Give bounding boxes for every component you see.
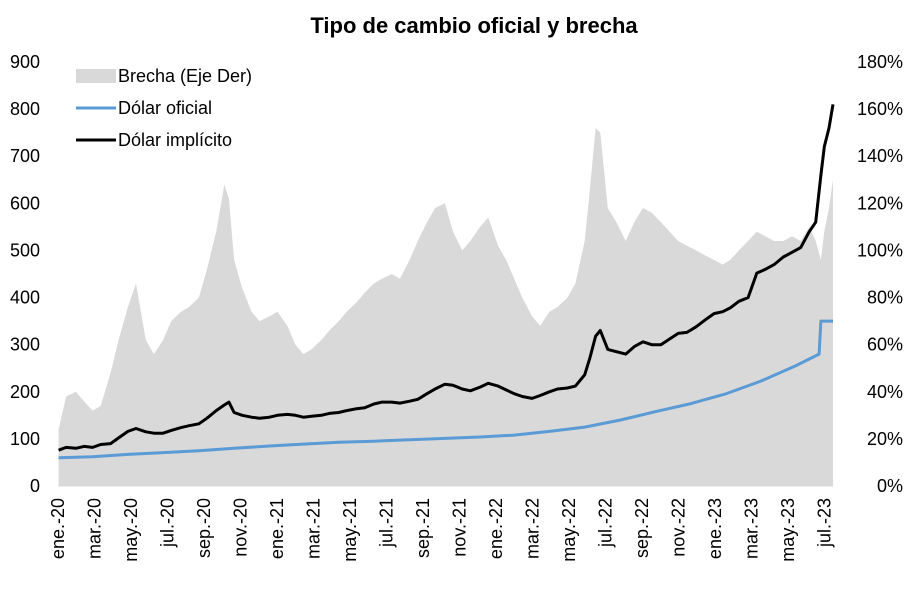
y-right-tick-label: 80% [867, 288, 903, 308]
x-tick-label: jul.-20 [158, 498, 178, 548]
y-left-tick-label: 300 [10, 335, 40, 355]
y-right-tick-label: 60% [867, 335, 903, 355]
x-tick-label: mar.-20 [85, 498, 105, 559]
y-right-tick-label: 100% [857, 240, 903, 260]
y-left-tick-label: 200 [10, 382, 40, 402]
x-tick-label: sep.-21 [413, 498, 433, 558]
y-left-tick-label: 400 [10, 288, 40, 308]
x-tick-label: may.-21 [340, 498, 360, 562]
legend-label-oficial: Dólar oficial [118, 98, 212, 118]
x-tick-label: jul.-22 [596, 498, 616, 548]
x-tick-label: ene.-20 [48, 498, 68, 559]
legend-swatch-brecha [76, 69, 116, 83]
y-left-tick-label: 600 [10, 193, 40, 213]
chart-title: Tipo de cambio oficial y brecha [310, 13, 638, 38]
y-left-tick-label: 700 [10, 146, 40, 166]
x-tick-label: jul.-23 [815, 498, 835, 548]
y-left-tick-label: 500 [10, 240, 40, 260]
plot-area [58, 104, 835, 486]
x-tick-label: mar.-21 [304, 498, 324, 559]
x-tick-label: mar.-22 [523, 498, 543, 559]
legend-label-brecha: Brecha (Eje Der) [118, 66, 252, 86]
series-area-brecha [58, 128, 834, 486]
x-tick-label: jul.-21 [377, 498, 397, 548]
right-axis: 0% 20% 40% 60% 80% 100% 120% 140% 160% 180% [857, 52, 903, 496]
y-right-tick-label: 120% [857, 193, 903, 213]
left-axis: 0 100 200 300 400 500 600 700 800 900 [10, 52, 40, 496]
x-tick-label: sep.-22 [632, 498, 652, 558]
x-tick-label: may.-22 [559, 498, 579, 562]
y-right-tick-label: 0% [877, 476, 903, 496]
x-tick-label: ene.-21 [267, 498, 287, 559]
legend: Brecha (Eje Der) Dólar oficial Dólar imp… [76, 66, 252, 150]
x-tick-label: mar.-23 [742, 498, 762, 559]
y-left-tick-label: 900 [10, 52, 40, 72]
y-right-tick-label: 40% [867, 382, 903, 402]
x-tick-label: sep.-20 [194, 498, 214, 558]
x-tick-label: nov.-22 [669, 498, 689, 557]
x-tick-label: ene.-23 [705, 498, 725, 559]
x-tick-label: ene.-22 [486, 498, 506, 559]
x-tick-label: may.-20 [121, 498, 141, 562]
series-line-oficial [58, 319, 833, 460]
y-right-tick-label: 160% [857, 99, 903, 119]
y-left-tick-label: 800 [10, 99, 40, 119]
series-line-implicito [58, 104, 835, 452]
y-right-tick-label: 20% [867, 429, 903, 449]
y-right-tick-label: 140% [857, 146, 903, 166]
x-tick-label: nov.-21 [450, 498, 470, 557]
x-tick-label: may.-23 [778, 498, 798, 562]
y-right-tick-label: 180% [857, 52, 903, 72]
y-left-tick-label: 100 [10, 429, 40, 449]
y-left-tick-label: 0 [30, 476, 40, 496]
legend-label-implicito: Dólar implícito [118, 130, 232, 150]
x-tick-label: nov.-20 [231, 498, 251, 557]
x-axis: ene.-20 mar.-20 may.-20 jul.-20 sep.-20 nov.-… [48, 485, 835, 562]
